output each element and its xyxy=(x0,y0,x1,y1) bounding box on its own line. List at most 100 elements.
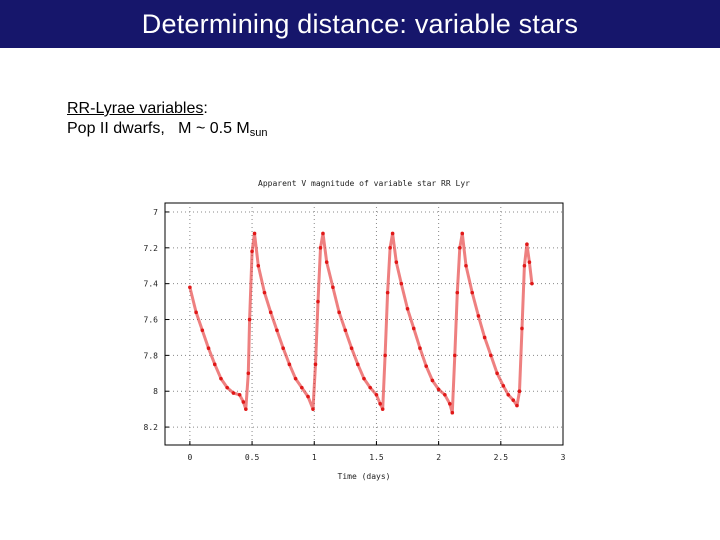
y-tick-label: 7.4 xyxy=(144,280,159,289)
y-tick-label: 7.6 xyxy=(144,316,159,325)
data-point xyxy=(530,281,534,286)
data-point xyxy=(281,346,285,350)
data-point xyxy=(349,346,354,350)
data-point xyxy=(506,393,511,397)
data-point xyxy=(194,310,198,315)
data-point xyxy=(246,371,251,376)
y-tick-label: 8.2 xyxy=(144,423,159,432)
data-point xyxy=(517,389,522,394)
y-tick-label: 7.8 xyxy=(144,351,159,360)
data-point xyxy=(399,281,404,286)
data-point xyxy=(237,393,242,397)
data-point xyxy=(457,246,462,250)
data-point xyxy=(455,290,460,295)
data-point xyxy=(476,314,481,318)
heading-colon: : xyxy=(203,100,208,117)
data-point xyxy=(368,385,373,390)
population-line: Pop II dwarfs, M ~ 0.5 Msun xyxy=(67,119,268,139)
data-point xyxy=(219,376,223,381)
data-point xyxy=(470,290,475,295)
data-point xyxy=(411,326,416,331)
data-point xyxy=(511,398,516,402)
data-point xyxy=(252,231,257,236)
chart-title: Apparent V magnitude of variable star RR… xyxy=(258,179,470,188)
data-point xyxy=(331,285,335,290)
data-point xyxy=(343,328,348,333)
data-point xyxy=(385,290,390,295)
data-point xyxy=(495,371,499,376)
data-point xyxy=(362,376,366,381)
data-point xyxy=(355,362,360,367)
y-tick-label: 7 xyxy=(153,208,158,217)
data-point xyxy=(250,249,254,254)
data-point xyxy=(300,385,304,390)
data-point xyxy=(316,299,320,304)
data-point xyxy=(436,387,441,392)
heading-underlined: RR-Lyrae variables xyxy=(67,100,204,117)
page-title: Determining distance: variable stars xyxy=(141,8,579,39)
text-block: RR-Lyrae variables: Pop II dwarfs, M ~ 0… xyxy=(67,99,268,139)
x-tick-label: 1.5 xyxy=(369,453,384,462)
data-point xyxy=(293,376,298,381)
data-point xyxy=(405,306,410,311)
data-point xyxy=(324,260,329,264)
x-tick-label: 2.5 xyxy=(494,453,509,462)
data-point xyxy=(188,285,192,290)
data-point xyxy=(460,231,465,236)
data-point xyxy=(247,317,252,322)
data-point xyxy=(482,335,487,340)
data-point xyxy=(443,393,447,397)
data-point xyxy=(383,353,387,358)
data-point xyxy=(489,353,493,358)
x-tick-label: 0 xyxy=(187,453,192,462)
data-point xyxy=(388,246,392,250)
data-point xyxy=(520,326,524,331)
magnitude-text: M ~ 0.5 M xyxy=(178,120,250,137)
plot-frame xyxy=(164,202,564,446)
data-point xyxy=(418,346,422,350)
data-point xyxy=(452,353,457,358)
data-point xyxy=(212,362,217,367)
data-point xyxy=(394,260,399,264)
data-point xyxy=(374,393,379,397)
x-tick-label: 1 xyxy=(312,453,317,462)
data-point xyxy=(525,242,529,247)
data-point xyxy=(380,407,385,411)
y-tick-label: 7.2 xyxy=(144,244,159,253)
x-tick-label: 0.5 xyxy=(245,453,260,462)
data-point xyxy=(311,407,315,411)
light-curve-chart: 0 0.5 1 1.5 2 2.5 3 7 7.2 7.4 7.6 7.8 8 8.2 Apparent V… xyxy=(144,179,566,481)
data-point xyxy=(522,263,527,268)
data-point xyxy=(313,362,318,367)
population-prefix: Pop II dwarfs, xyxy=(67,120,165,137)
data-point xyxy=(448,401,452,406)
data-point xyxy=(321,231,325,236)
magnitude-subscript: sun xyxy=(249,127,268,139)
data-point xyxy=(337,310,341,315)
x-axis-label: Time (days) xyxy=(338,472,391,481)
data-point xyxy=(200,328,205,333)
data-point xyxy=(287,362,292,367)
data-point xyxy=(231,391,236,395)
data-point xyxy=(306,394,310,399)
data-point xyxy=(378,401,382,406)
data-point xyxy=(225,385,229,390)
data-point xyxy=(424,364,428,368)
data-point xyxy=(256,263,261,268)
data-point xyxy=(464,263,468,268)
x-tick-label: 3 xyxy=(561,453,566,462)
title-bar: Determining distance: variable stars xyxy=(0,0,720,48)
data-point xyxy=(318,246,323,250)
x-tick-label: 2 xyxy=(436,453,441,462)
y-tick-label: 8 xyxy=(153,387,158,396)
heading-line: RR-Lyrae variables: xyxy=(67,99,268,119)
data-point xyxy=(450,410,455,415)
data-point xyxy=(206,346,211,350)
data-point xyxy=(262,290,267,295)
data-point xyxy=(527,260,532,264)
data-point xyxy=(241,400,246,404)
data-point xyxy=(268,310,273,315)
data-point xyxy=(244,407,248,411)
data-point xyxy=(275,328,279,333)
data-point xyxy=(390,231,395,236)
